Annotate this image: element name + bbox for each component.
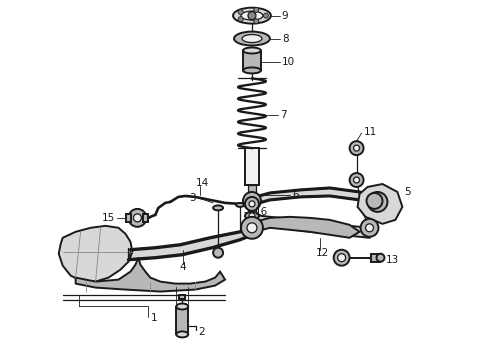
Text: 9: 9: [282, 11, 289, 21]
Circle shape: [334, 250, 349, 266]
Circle shape: [249, 213, 255, 219]
Circle shape: [361, 219, 378, 237]
Ellipse shape: [241, 11, 263, 20]
Circle shape: [338, 254, 345, 262]
Circle shape: [372, 197, 383, 207]
Ellipse shape: [213, 206, 223, 210]
Text: 8: 8: [282, 33, 289, 44]
Polygon shape: [75, 258, 225, 292]
Bar: [243, 50, 261, 71]
Circle shape: [354, 177, 360, 183]
Text: 5: 5: [404, 187, 411, 197]
Bar: [245, 148, 259, 185]
Polygon shape: [59, 226, 132, 282]
Ellipse shape: [236, 203, 244, 207]
Circle shape: [368, 192, 388, 212]
Circle shape: [375, 200, 379, 204]
Text: 4: 4: [179, 262, 186, 272]
Text: 10: 10: [282, 58, 295, 67]
Ellipse shape: [243, 48, 261, 54]
Text: 11: 11: [364, 127, 377, 137]
Circle shape: [128, 209, 147, 227]
Circle shape: [238, 17, 243, 22]
Bar: [126, 214, 131, 222]
Ellipse shape: [234, 32, 270, 45]
Text: 12: 12: [316, 248, 329, 258]
Text: 6: 6: [292, 190, 298, 200]
Bar: [370, 254, 380, 262]
Circle shape: [349, 141, 364, 155]
Circle shape: [354, 145, 360, 151]
Circle shape: [376, 254, 385, 262]
Text: 13: 13: [386, 255, 399, 265]
Circle shape: [248, 12, 256, 20]
Ellipse shape: [176, 332, 188, 337]
Circle shape: [249, 201, 255, 207]
Polygon shape: [252, 188, 374, 205]
Circle shape: [254, 8, 259, 13]
Polygon shape: [128, 228, 255, 260]
Text: 2: 2: [198, 327, 205, 337]
Polygon shape: [255, 217, 360, 238]
Ellipse shape: [245, 212, 259, 220]
Ellipse shape: [176, 303, 188, 310]
Circle shape: [245, 197, 259, 211]
Text: 1: 1: [150, 314, 157, 324]
Circle shape: [349, 173, 364, 187]
Circle shape: [243, 192, 261, 210]
Text: 7: 7: [280, 110, 287, 120]
Ellipse shape: [242, 35, 262, 42]
Bar: [144, 214, 148, 222]
Circle shape: [367, 193, 383, 209]
Circle shape: [133, 214, 142, 222]
Polygon shape: [252, 215, 369, 238]
Polygon shape: [358, 184, 402, 224]
Circle shape: [213, 248, 223, 258]
Circle shape: [247, 223, 257, 233]
Bar: [248, 185, 256, 212]
Ellipse shape: [233, 8, 271, 24]
Circle shape: [264, 13, 269, 18]
Bar: [176, 306, 188, 334]
Text: 3: 3: [190, 193, 196, 203]
Text: 14: 14: [196, 178, 209, 188]
Text: 16: 16: [255, 207, 268, 217]
Circle shape: [238, 10, 243, 15]
Text: 15: 15: [102, 213, 116, 223]
Circle shape: [248, 197, 256, 205]
Ellipse shape: [243, 67, 261, 73]
Circle shape: [241, 217, 263, 239]
Circle shape: [366, 224, 373, 232]
Bar: [179, 294, 185, 298]
Circle shape: [254, 19, 259, 24]
